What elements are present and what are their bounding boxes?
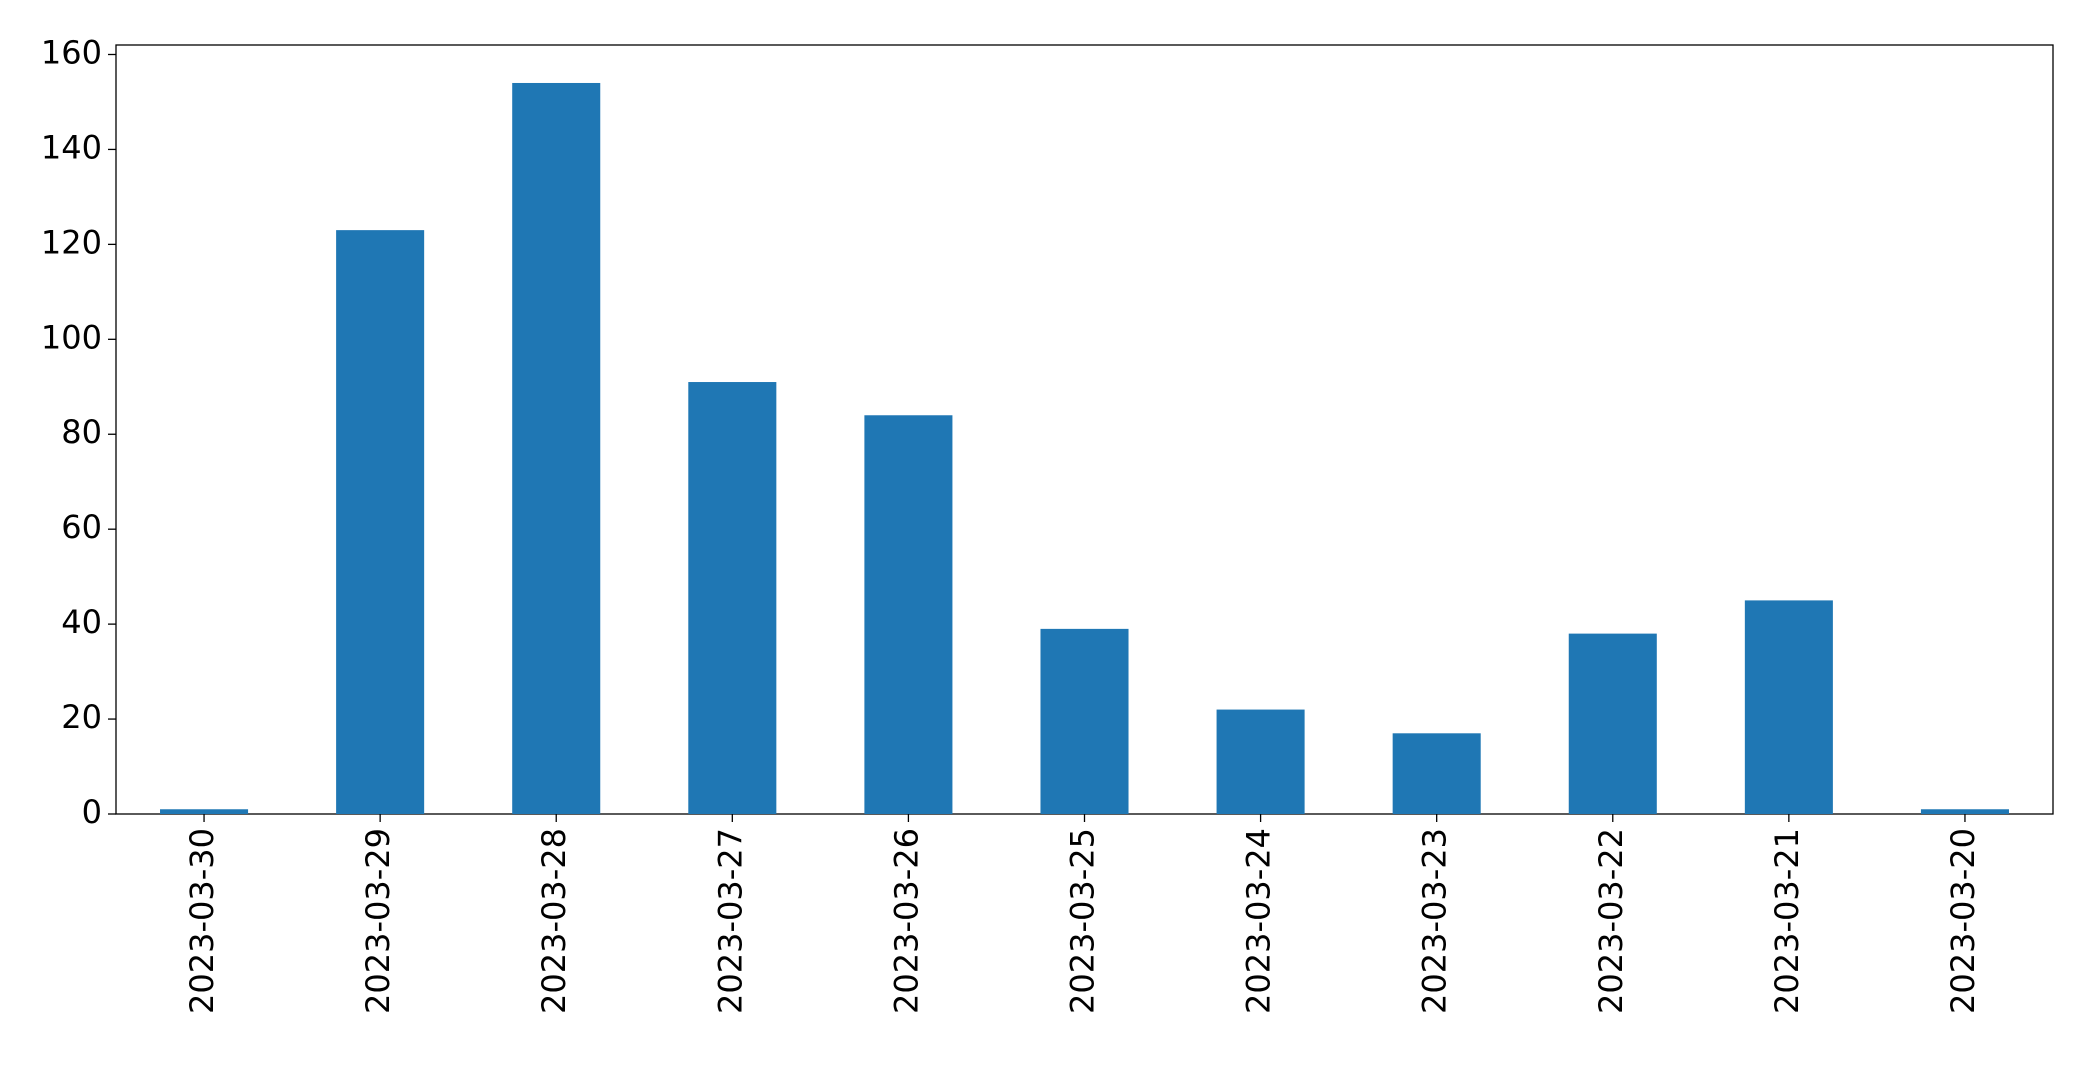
bar <box>1392 733 1481 814</box>
x-tick-label: 2023-03-22 <box>1592 828 1630 1014</box>
x-tick-label: 2023-03-23 <box>1416 828 1454 1014</box>
y-tick-label: 60 <box>61 508 102 546</box>
x-tick-label: 2023-03-20 <box>1944 828 1982 1014</box>
bar <box>864 415 953 814</box>
y-tick-label: 0 <box>82 793 102 831</box>
x-tick-label: 2023-03-25 <box>1064 828 1102 1014</box>
bar <box>1568 633 1657 814</box>
bar <box>1744 600 1833 814</box>
y-tick-label: 100 <box>41 318 102 356</box>
bar <box>336 230 425 814</box>
x-tick-label: 2023-03-24 <box>1240 828 1278 1014</box>
bar <box>1920 809 2009 814</box>
x-tick-label: 2023-03-27 <box>711 828 749 1014</box>
x-tick-label: 2023-03-21 <box>1768 828 1806 1014</box>
bar <box>512 82 601 814</box>
y-tick-label: 20 <box>61 698 102 736</box>
bar <box>1216 709 1305 814</box>
x-tick-label: 2023-03-26 <box>887 828 925 1014</box>
y-tick-label: 80 <box>61 413 102 451</box>
bar <box>1040 628 1129 814</box>
y-tick-label: 140 <box>41 128 102 166</box>
x-tick-label: 2023-03-30 <box>183 828 221 1014</box>
bar <box>688 382 777 814</box>
y-tick-label: 40 <box>61 603 102 641</box>
x-tick-label: 2023-03-29 <box>359 828 397 1014</box>
y-tick-label: 120 <box>41 223 102 261</box>
x-tick-label: 2023-03-28 <box>535 828 573 1014</box>
y-tick-label: 160 <box>41 33 102 71</box>
bar <box>160 809 249 814</box>
